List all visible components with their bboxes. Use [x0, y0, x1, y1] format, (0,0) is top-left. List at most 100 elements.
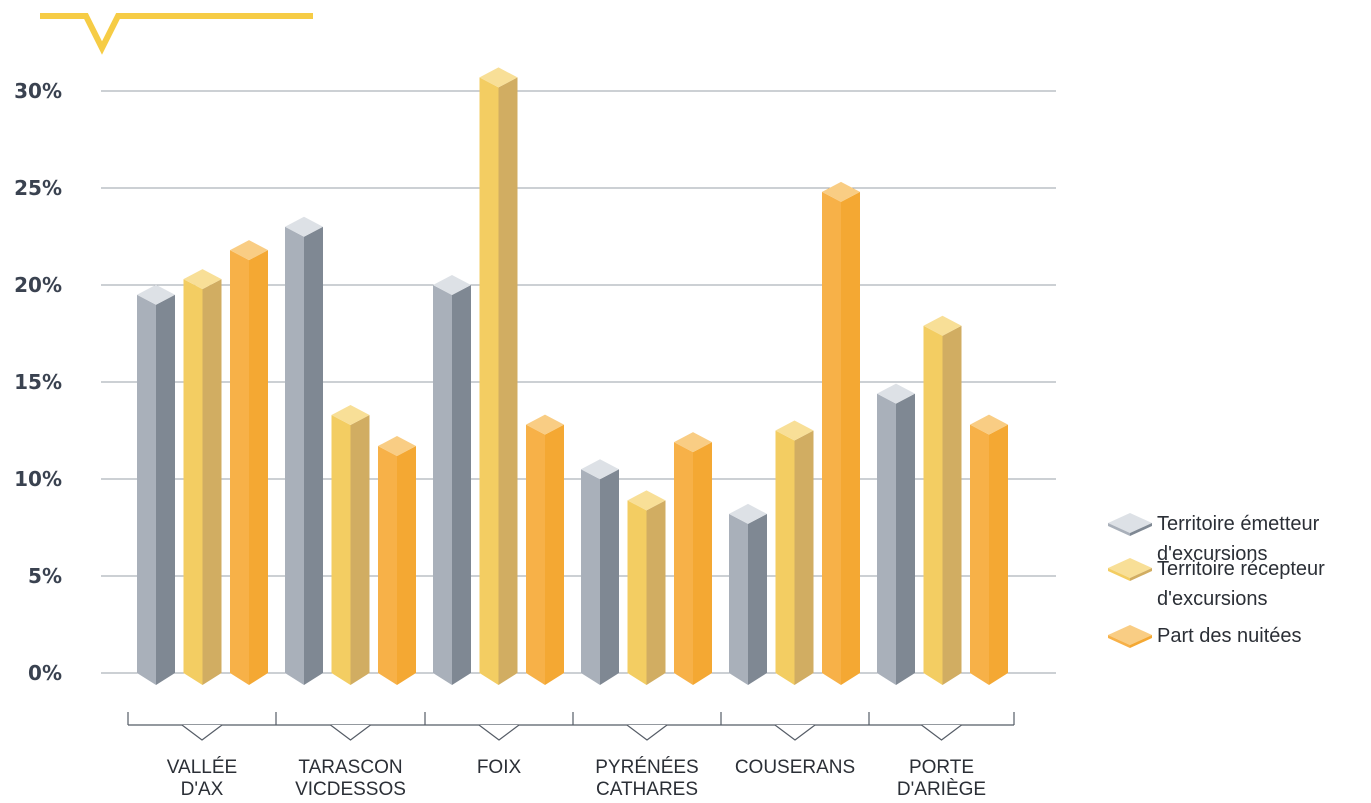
bar [923, 315, 962, 685]
bar [627, 490, 666, 685]
legend-item: Territoire récepteur d'excursions [1108, 558, 1325, 610]
category-bracket-notch [330, 724, 371, 741]
bar [970, 414, 1008, 685]
bar-top-face [970, 414, 1008, 435]
bar-top-face [775, 420, 814, 441]
bar-front-face [627, 500, 647, 685]
legend-swatch-side [1130, 523, 1152, 536]
bar-front-face [285, 226, 304, 686]
legend-label: d'excursions [1157, 543, 1268, 565]
bar-top-face [581, 459, 619, 480]
bar-top-face [674, 432, 712, 453]
bar [378, 436, 416, 685]
legend-label: d'excursions [1157, 588, 1268, 610]
bar-top-face [729, 503, 767, 524]
bar-top-face [433, 275, 471, 295]
bar [581, 459, 619, 685]
bar [822, 181, 860, 685]
bar-front-face [581, 469, 600, 685]
bar-front-face [729, 513, 748, 685]
x-tick-label: PORTE [909, 757, 974, 778]
bar-top-face [923, 315, 962, 336]
bar [526, 414, 564, 685]
bar [331, 404, 370, 685]
bar-front-face [877, 393, 896, 685]
x-tick-label: TARASCON [298, 757, 402, 778]
bar [433, 275, 471, 685]
bar-side-face [202, 279, 222, 685]
y-tick-label: 10% [14, 467, 62, 491]
bar-side-face [794, 430, 814, 685]
bar-top-face [230, 240, 268, 261]
bar-front-face [526, 424, 545, 685]
bar-top-face [331, 404, 370, 425]
bar [230, 240, 268, 685]
legend-swatch-front [1108, 523, 1130, 536]
legend-swatch-side [1130, 635, 1152, 648]
y-tick-label: 5% [28, 564, 62, 588]
legend-swatch [1108, 625, 1152, 645]
x-tick-label: FOIX [477, 757, 522, 778]
bar-side-face [156, 294, 175, 685]
bar-top-face [183, 269, 222, 290]
bar-front-face [230, 250, 249, 685]
x-tick-label: VICDESSOS [295, 779, 406, 800]
legend: Territoire émetteurd'excursionsTerritoir… [1108, 513, 1325, 648]
x-tick-label: D'AX [181, 779, 224, 800]
bar [183, 269, 222, 685]
legend-item: Part des nuitées [1108, 625, 1302, 648]
bar-front-face [822, 191, 841, 685]
y-tick-label: 20% [14, 273, 62, 297]
bar-side-face [646, 500, 666, 685]
bar-side-face [693, 442, 712, 685]
bar-front-face [378, 446, 397, 685]
category-bracket-notch [774, 724, 816, 741]
y-tick-label: 15% [14, 370, 62, 394]
x-tick-label: VALLÉE [167, 757, 237, 778]
bar-front-face [433, 285, 452, 685]
category-bracket-notch [181, 724, 223, 741]
bar [285, 216, 323, 686]
bar-top-face [877, 383, 915, 404]
bar [479, 67, 518, 686]
bar [775, 420, 814, 685]
bar-side-face [498, 77, 518, 686]
bar-side-face [896, 393, 915, 685]
category-bracket-notch [921, 724, 962, 741]
bar [674, 432, 712, 685]
bar-side-face [600, 469, 619, 685]
bars [137, 67, 1008, 686]
bar [137, 284, 175, 685]
bar [877, 383, 915, 685]
x-tick-label: CATHARES [596, 779, 698, 800]
bar-top-face [285, 216, 323, 237]
bar-front-face [183, 279, 203, 685]
bar-front-face [775, 430, 795, 685]
bar-side-face [304, 226, 323, 686]
legend-swatch [1108, 513, 1152, 533]
x-tick-label: D'ARIÈGE [897, 779, 986, 800]
legend-swatch-front [1108, 568, 1130, 581]
bar-front-face [674, 442, 693, 685]
bar-side-face [841, 191, 860, 685]
bar-front-face [479, 77, 499, 686]
legend-swatch-front [1108, 635, 1130, 648]
y-tick-label: 25% [14, 176, 62, 200]
legend-label: Territoire récepteur [1157, 558, 1325, 580]
bar-front-face [137, 294, 156, 685]
bar-top-face [526, 414, 564, 435]
bar-side-face [989, 424, 1008, 685]
bar-side-face [350, 414, 370, 685]
bar-front-face [923, 325, 943, 685]
y-axis: 0% 5% 10% 15% 20% 25% 30% [14, 79, 62, 685]
decorative-header-line [40, 13, 313, 55]
legend-swatch-side [1130, 568, 1152, 581]
y-tick-label: 0% [28, 661, 62, 685]
bar-top-face [479, 67, 518, 88]
legend-item: Territoire émetteur d'excursions [1108, 513, 1320, 565]
bar-side-face [249, 250, 268, 685]
bar-side-face [748, 513, 767, 685]
bar-top-face [822, 181, 860, 202]
